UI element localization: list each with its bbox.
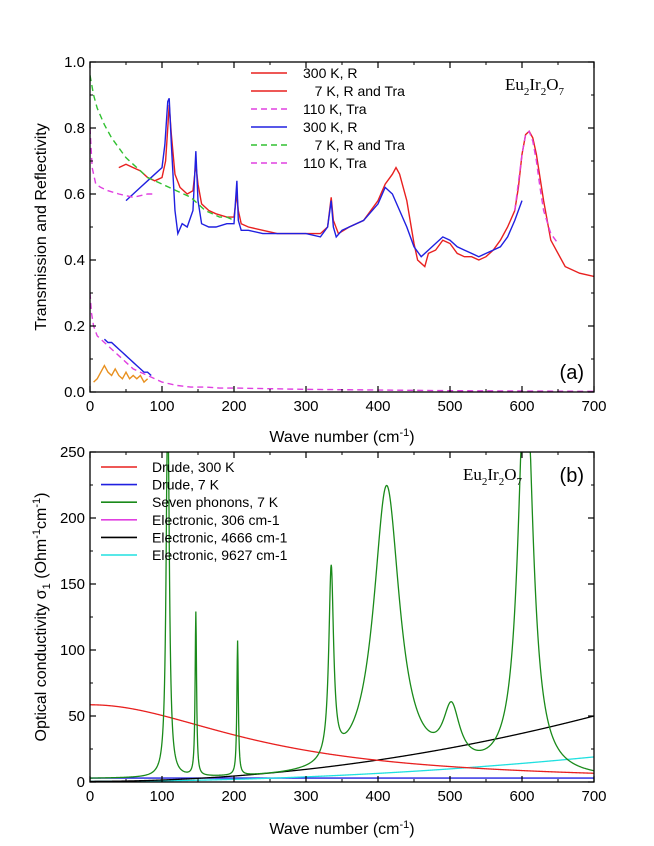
panel-a-legend-label: 110 K, Tra bbox=[303, 155, 367, 171]
a-xlabel-sup: -1 bbox=[400, 427, 410, 439]
formula-a-eu: Eu bbox=[505, 75, 524, 94]
panel-b-ytick-label: 0 bbox=[77, 774, 85, 791]
panel-b-ytick-label: 50 bbox=[68, 708, 85, 725]
panel-a-series-line-1 bbox=[125, 98, 523, 258]
formula-a-sub3: 7 bbox=[559, 86, 565, 98]
panel-b-formula: Eu2Ir2O7 bbox=[463, 465, 523, 488]
panel-b-curve-3 bbox=[90, 704, 594, 774]
panel-b-legend-label: Drude, 7 K bbox=[152, 477, 220, 493]
panel-a-series-line-7 bbox=[93, 364, 149, 384]
panel-b-ytick-label: 150 bbox=[60, 576, 85, 593]
panel-b-ylabel: Optical conductivity σ1 (Ohm-1cm-1) bbox=[31, 493, 53, 742]
panel-a-series-line-6 bbox=[103, 338, 152, 377]
panel-b-ytick-label: 200 bbox=[60, 510, 85, 527]
b-xlabel-main: Wave number (cm bbox=[269, 821, 399, 838]
panel-a-xtick-label: 400 bbox=[365, 398, 390, 415]
formula-a-sub2: 2 bbox=[541, 86, 547, 98]
panel-a-legend-label: 300 K, R bbox=[303, 65, 357, 81]
formula-b-sub1: 2 bbox=[482, 476, 488, 488]
panel-b-legend-label: Drude, 300 K bbox=[152, 459, 235, 475]
panel-a-xlabel: Wave number (cm-1) bbox=[269, 427, 414, 446]
panel-a-legend-label: 300 K, R bbox=[303, 119, 357, 135]
formula-b-sub3: 7 bbox=[517, 476, 523, 488]
panel-b-xtick-label: 0 bbox=[86, 788, 94, 805]
panel-a-xtick-label: 0 bbox=[86, 398, 94, 415]
panel-b-xtick-label: 700 bbox=[581, 788, 606, 805]
formula-a-ir: Ir bbox=[529, 75, 541, 94]
panel-a-series-line-2 bbox=[90, 75, 235, 222]
panel-b-legend-label: Electronic, 9627 cm-1 bbox=[152, 547, 288, 563]
panel-b-curve-5 bbox=[90, 452, 594, 779]
b-ylabel-open: (Ohm bbox=[33, 539, 50, 583]
panel-a-ytick-label: 0.2 bbox=[64, 318, 85, 335]
b-ylabel-close: ) bbox=[33, 493, 50, 498]
panel-a-xtick-label: 600 bbox=[509, 398, 534, 415]
panel-a-xtick-label: 500 bbox=[437, 398, 462, 415]
panel-a-legend-label: 110 K, Tra bbox=[303, 101, 367, 117]
panel-a-ytick-label: 0.0 bbox=[64, 384, 85, 401]
panel-a-label: (a) bbox=[560, 362, 584, 384]
panel-b-legend-label: Electronic, 4666 cm-1 bbox=[152, 529, 288, 545]
panel-a-xtick-label: 300 bbox=[293, 398, 318, 415]
b-xlabel-close: ) bbox=[409, 821, 414, 838]
panel-a-formula: Eu2Ir2O7 bbox=[505, 75, 565, 98]
panel-b-xtick-label: 100 bbox=[149, 788, 174, 805]
panel-b-series bbox=[90, 452, 594, 782]
panel-a-transmission-reflectivity: 0 100 200 300 400 500 600 700 0.0 0.2 0.4 0.6 0.8 1.0… bbox=[33, 54, 607, 446]
b-ylabel-mid: cm bbox=[33, 508, 50, 529]
panel-b-xtick-label: 300 bbox=[293, 788, 318, 805]
panel-a-series-line-4 bbox=[514, 130, 559, 244]
panel-a-series-line-5 bbox=[90, 292, 594, 392]
panel-b-xtick-label: 400 bbox=[365, 788, 390, 805]
panel-b-xlabel: Wave number (cm-1) bbox=[269, 819, 414, 838]
panel-b-xtick-label: 600 bbox=[509, 788, 534, 805]
b-ylabel-sub: 1 bbox=[41, 583, 53, 589]
panel-a-xtick-label: 700 bbox=[581, 398, 606, 415]
panel-a-ytick-label: 1.0 bbox=[64, 54, 85, 71]
panel-b-optical-conductivity: 0 100 200 300 400 500 600 700 0 50 100 150 200 250 Dr… bbox=[31, 444, 607, 838]
panel-b-ytick-label: 100 bbox=[60, 642, 85, 659]
panel-a-series-line-3 bbox=[90, 127, 155, 199]
panel-a-xtick-label: 100 bbox=[149, 398, 174, 415]
panel-b-ticks: 0 100 200 300 400 500 600 700 0 50 100 150 200 250 bbox=[60, 444, 607, 805]
panel-b-legend-label: Electronic, 306 cm-1 bbox=[152, 512, 280, 528]
a-xlabel-close: ) bbox=[409, 429, 414, 446]
panel-a-xtick-label: 200 bbox=[221, 398, 246, 415]
formula-b-ir: Ir bbox=[487, 465, 499, 484]
panel-b-xtick-label: 200 bbox=[221, 788, 246, 805]
panel-a-ytick-label: 0.4 bbox=[64, 252, 85, 269]
panel-a-legend-label: 7 K, R and Tra bbox=[303, 137, 405, 153]
formula-a-sub1: 2 bbox=[524, 86, 530, 98]
panel-a-legend-label: 7 K, R and Tra bbox=[303, 83, 405, 99]
b-ylabel-sup1: -1 bbox=[31, 529, 43, 539]
formula-a-o: O bbox=[546, 75, 558, 94]
b-ylabel-main: Optical conductivity σ bbox=[33, 589, 50, 741]
a-xlabel-main: Wave number (cm bbox=[269, 429, 399, 446]
b-ylabel-sup2: -1 bbox=[31, 498, 43, 508]
panel-b-ytick-label: 250 bbox=[60, 444, 85, 461]
panel-a-ylabel: Transmission and Reflectivity bbox=[33, 123, 50, 330]
panel-b-xtick-label: 500 bbox=[437, 788, 462, 805]
formula-b-eu: Eu bbox=[463, 465, 482, 484]
formula-b-sub2: 2 bbox=[499, 476, 505, 488]
panel-a-ticks: 0 100 200 300 400 500 600 700 0.0 0.2 0.4 0.6 0.8 1.0 bbox=[64, 54, 606, 415]
panel-a-legend: 300 K, R 7 K, R and Tra 110 K, Tra 300 K, … bbox=[251, 65, 405, 171]
panel-a-ytick-label: 0.6 bbox=[64, 186, 85, 203]
panel-a-series bbox=[90, 75, 594, 392]
formula-b-o: O bbox=[504, 465, 516, 484]
b-xlabel-sup: -1 bbox=[400, 819, 410, 831]
panel-b-legend-label: Seven phonons, 7 K bbox=[152, 494, 279, 510]
panel-b-label: (b) bbox=[560, 465, 584, 487]
panel-b-curve-2 bbox=[90, 715, 594, 782]
panel-a-ytick-label: 0.8 bbox=[64, 120, 85, 137]
panel-b-curve-1 bbox=[90, 756, 594, 782]
